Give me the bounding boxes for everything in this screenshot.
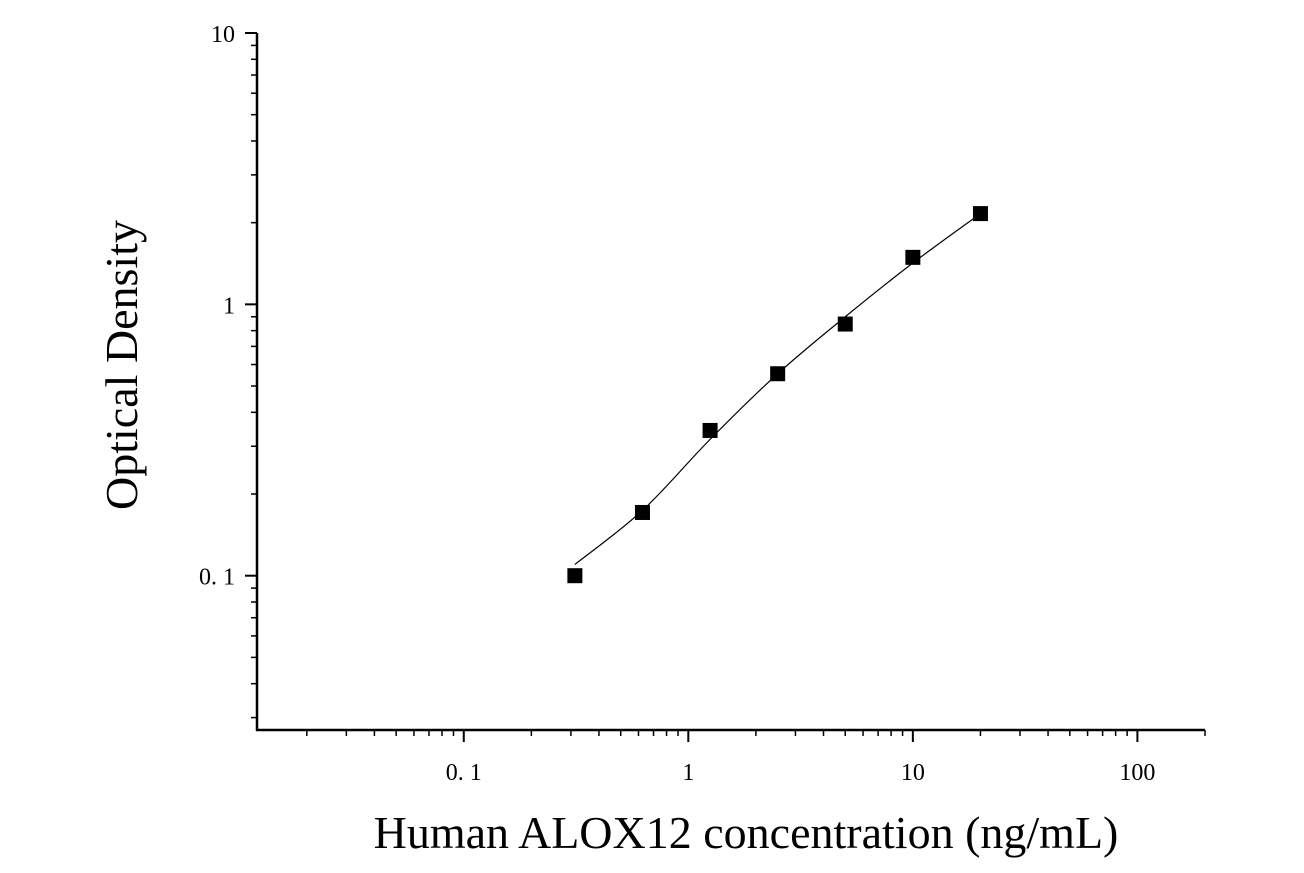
data-point xyxy=(905,249,921,265)
data-point xyxy=(702,422,718,438)
y-tick-labels: 0. 1 1 10 xyxy=(199,22,235,591)
data-point xyxy=(567,568,583,584)
x-tick-label: 0. 1 xyxy=(446,760,482,786)
y-tick-label: 10 xyxy=(211,22,235,48)
y-axis-title: Optical Density xyxy=(96,220,147,510)
x-tick-label: 10 xyxy=(901,760,925,786)
data-point xyxy=(634,504,650,520)
data-point xyxy=(972,206,988,222)
minor-ticks xyxy=(251,44,1206,736)
y-tick-label: 1 xyxy=(223,293,235,319)
x-tick-labels: 0. 1 1 10 100 xyxy=(446,760,1156,786)
x-tick-label: 1 xyxy=(682,760,694,786)
data-point xyxy=(837,316,853,332)
x-tick-label: 100 xyxy=(1119,760,1155,786)
x-axis-title: Human ALOX12 concentration (ng/mL) xyxy=(374,807,1119,858)
data-points xyxy=(567,206,988,584)
major-ticks xyxy=(245,32,1139,742)
y-tick-label: 0. 1 xyxy=(199,565,235,591)
data-point xyxy=(770,366,786,382)
